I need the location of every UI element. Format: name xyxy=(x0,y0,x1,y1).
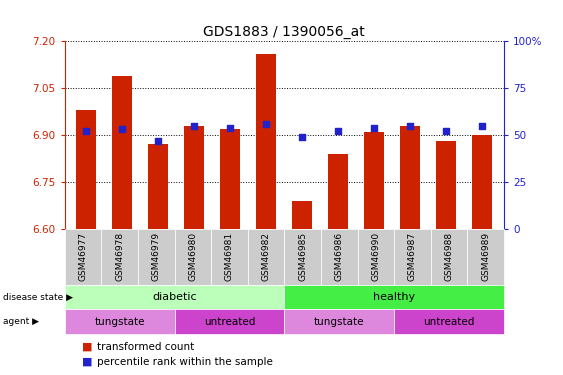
Bar xyxy=(292,201,312,229)
Text: transformed count: transformed count xyxy=(97,342,195,352)
Text: GSM46985: GSM46985 xyxy=(298,232,307,281)
Point xyxy=(298,134,307,140)
Text: GSM46988: GSM46988 xyxy=(445,232,453,281)
Point xyxy=(442,128,451,134)
Bar xyxy=(77,110,96,229)
Bar xyxy=(256,54,276,229)
Point xyxy=(406,123,415,129)
Text: untreated: untreated xyxy=(423,316,475,327)
Text: ■: ■ xyxy=(82,342,92,352)
Text: GSM46978: GSM46978 xyxy=(115,232,124,281)
Bar xyxy=(149,144,168,229)
Bar xyxy=(400,126,420,229)
Bar xyxy=(113,76,132,229)
Bar xyxy=(185,126,204,229)
Text: GSM46986: GSM46986 xyxy=(335,232,343,281)
Bar xyxy=(472,135,492,229)
Point xyxy=(370,124,379,130)
Text: GSM46977: GSM46977 xyxy=(79,232,87,281)
Point xyxy=(478,123,487,129)
Text: GSM46982: GSM46982 xyxy=(262,232,270,281)
Text: tungstate: tungstate xyxy=(314,316,364,327)
Text: GSM46987: GSM46987 xyxy=(408,232,417,281)
Text: GSM46979: GSM46979 xyxy=(152,232,160,281)
Text: GSM46989: GSM46989 xyxy=(481,232,490,281)
Point xyxy=(154,138,163,144)
Text: percentile rank within the sample: percentile rank within the sample xyxy=(97,357,273,367)
Point xyxy=(226,124,235,130)
Text: GSM46990: GSM46990 xyxy=(372,232,380,281)
Text: GSM46980: GSM46980 xyxy=(189,232,197,281)
Text: ■: ■ xyxy=(82,357,92,367)
Text: disease state ▶: disease state ▶ xyxy=(3,292,73,302)
Title: GDS1883 / 1390056_at: GDS1883 / 1390056_at xyxy=(203,25,365,39)
Point xyxy=(262,121,271,127)
Bar xyxy=(328,154,348,229)
Text: healthy: healthy xyxy=(373,292,415,302)
Point xyxy=(82,128,91,134)
Text: untreated: untreated xyxy=(204,316,255,327)
Text: GSM46981: GSM46981 xyxy=(225,232,234,281)
Point xyxy=(118,126,127,132)
Text: tungstate: tungstate xyxy=(95,316,145,327)
Bar xyxy=(221,129,240,229)
Text: diabetic: diabetic xyxy=(152,292,197,302)
Text: agent ▶: agent ▶ xyxy=(3,317,39,326)
Point xyxy=(334,128,343,134)
Bar xyxy=(436,141,456,229)
Bar xyxy=(364,132,384,229)
Point xyxy=(190,123,199,129)
